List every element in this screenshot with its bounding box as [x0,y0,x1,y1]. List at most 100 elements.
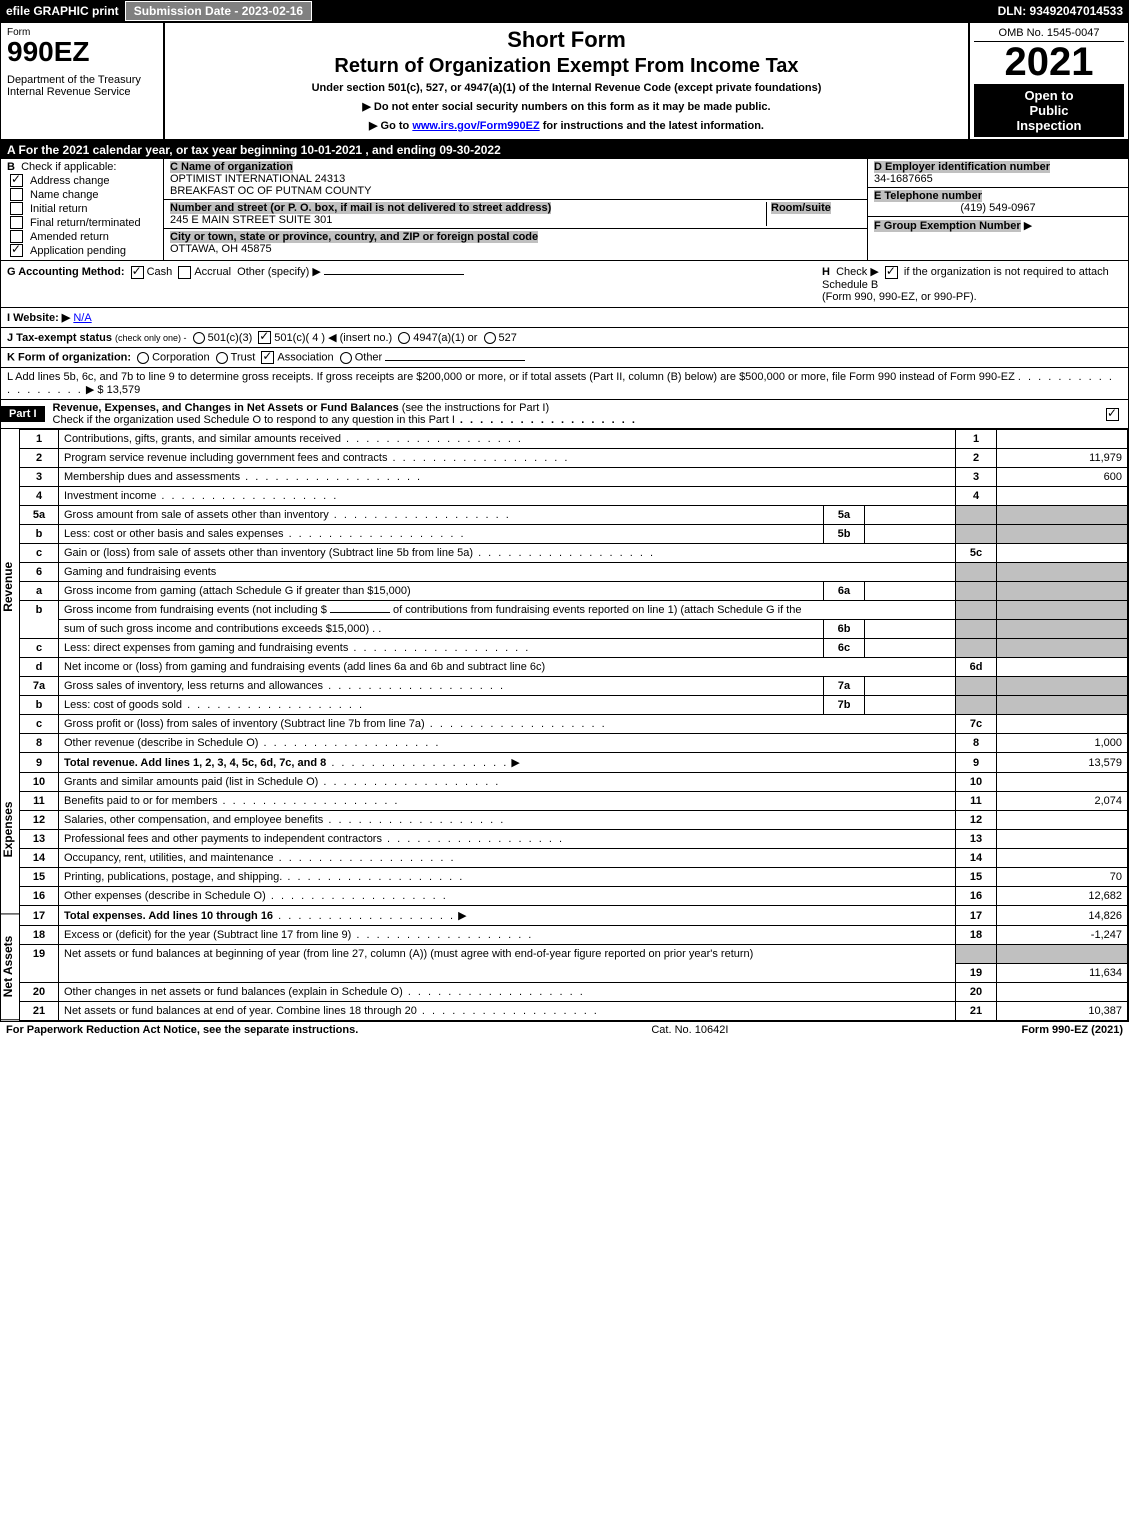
l6-desc: Gaming and fundraising events [59,563,956,582]
l5a-amt [997,506,1128,525]
line-5b: b Less: cost or other basis and sales ex… [20,525,1128,544]
l8-ln: 8 [956,734,997,753]
line-5a: 5a Gross amount from sale of assets othe… [20,506,1128,525]
row-h: H Check ▶ if the organization is not req… [822,265,1122,303]
h-label: H [822,266,830,278]
l3-ln: 3 [956,468,997,487]
row-j: J Tax-exempt status (check only one) - 5… [1,328,1128,349]
l6-amt [997,563,1128,582]
part1-header-row: Part I Revenue, Expenses, and Changes in… [1,400,1128,429]
line-7c: c Gross profit or (loss) from sales of i… [20,715,1128,734]
checkbox-name-change[interactable] [10,188,23,201]
ein-value: 34-1687665 [874,173,933,185]
line-13: 13Professional fees and other payments t… [20,830,1128,849]
l6d-n: d [20,658,59,677]
checkbox-final-return[interactable] [10,216,23,229]
l1-n: 1 [20,430,59,449]
l17-n: 17 [20,906,59,926]
j-4947: 4947(a)(1) or [413,332,477,344]
checkbox-address-change[interactable] [10,174,23,187]
checkbox-accrual[interactable] [178,266,191,279]
l11-ln: 11 [956,792,997,811]
l6c-sub: 6c [824,639,865,658]
checkbox-assoc[interactable] [261,351,274,364]
radio-other[interactable] [340,352,352,364]
l13-ln: 13 [956,830,997,849]
chk-name-change: Name change [7,188,157,201]
l6b-n2 [20,620,59,639]
l14-desc: Occupancy, rent, utilities, and maintena… [64,852,274,864]
org-city: OTTAWA, OH 45875 [170,243,272,255]
l5a-n: 5a [20,506,59,525]
l7b-n: b [20,696,59,715]
l10-n: 10 [20,773,59,792]
i-label: I Website: ▶ [7,312,70,324]
checkbox-application-pending[interactable] [10,244,23,257]
footer-right-post: (2021) [1088,1024,1123,1036]
line-11: 11Benefits paid to or for members112,074 [20,792,1128,811]
d-ein-row: D Employer identification number 34-1687… [868,159,1128,188]
part1-title: Revenue, Expenses, and Changes in Net As… [45,400,645,428]
form-990ez: Form 990EZ Department of the Treasury In… [0,22,1129,1022]
k-trust: Trust [231,352,256,364]
dln-label: DLN: 93492047014533 [998,4,1129,18]
line-14: 14 Occupancy, rent, utilities, and mainte… [20,849,1128,868]
radio-501c3[interactable] [193,332,205,344]
k-other: Other [355,352,383,364]
line-1: 1 Contributions, gifts, grants, and simi… [20,430,1128,449]
checkbox-initial-return[interactable] [10,202,23,215]
b-check-if: Check if applicable: [21,161,116,173]
lbl-name-change: Name change [30,189,99,201]
f-group-row: F Group Exemption Number ▶ [868,217,1128,234]
l7c-n: c [20,715,59,734]
org-street: 245 E MAIN STREET SUITE 301 [170,214,332,226]
header-center: Short Form Return of Organization Exempt… [165,23,970,139]
checkbox-501c[interactable] [258,331,271,344]
f-group-arrow: ▶ [1024,220,1032,232]
h-text1: Check ▶ [836,266,879,278]
checkbox-cash[interactable] [131,266,144,279]
l6c-amt [997,639,1128,658]
l18-amt: -1,247 [997,926,1128,945]
l16-n: 16 [20,887,59,906]
open-to-public: Open to Public Inspection [974,84,1124,137]
radio-corp[interactable] [137,352,149,364]
header-left: Form 990EZ Department of the Treasury In… [1,23,165,139]
l6b-desc1: Gross income from fundraising events (no… [64,604,327,616]
l9-n: 9 [20,753,59,773]
k-assoc: Association [277,352,333,364]
l7c-amt [997,715,1128,734]
checkbox-part1-schedule-o[interactable] [1106,408,1119,421]
l15-amt: 70 [997,868,1128,887]
l15-n: 15 [20,868,59,887]
l11-desc: Benefits paid to or for members [64,795,217,807]
radio-527[interactable] [484,332,496,344]
radio-4947[interactable] [398,332,410,344]
l6-n: 6 [20,563,59,582]
open3: Inspection [1016,118,1081,133]
radio-trust[interactable] [216,352,228,364]
section-c: C Name of organization OPTIMIST INTERNAT… [164,159,867,260]
l14-ln: 14 [956,849,997,868]
l18-ln: 18 [956,926,997,945]
part1-label: Part I [1,406,45,422]
l6c-ln [956,639,997,658]
l19-desc2 [59,963,956,982]
l5c-amt [997,544,1128,563]
website-link[interactable]: N/A [73,312,91,324]
f-group-hdr: F Group Exemption Number [874,220,1021,232]
l19-amt: 11,634 [997,963,1128,982]
section-def: D Employer identification number 34-1687… [867,159,1128,260]
l1-desc: Contributions, gifts, grants, and simila… [64,433,341,445]
k-label: K Form of organization: [7,352,131,364]
irs-link[interactable]: www.irs.gov/Form990EZ [412,120,539,132]
l13-amt [997,830,1128,849]
l6b-desc3: sum of such gross income and contributio… [64,623,369,635]
g-other: Other (specify) ▶ [237,266,321,278]
checkbox-schedule-b[interactable] [885,266,898,279]
l19-amt-s [997,945,1128,964]
l4-n: 4 [20,487,59,506]
l21-n: 21 [20,1001,59,1020]
l5b-val [865,525,956,544]
l19-n: 19 [20,945,59,964]
